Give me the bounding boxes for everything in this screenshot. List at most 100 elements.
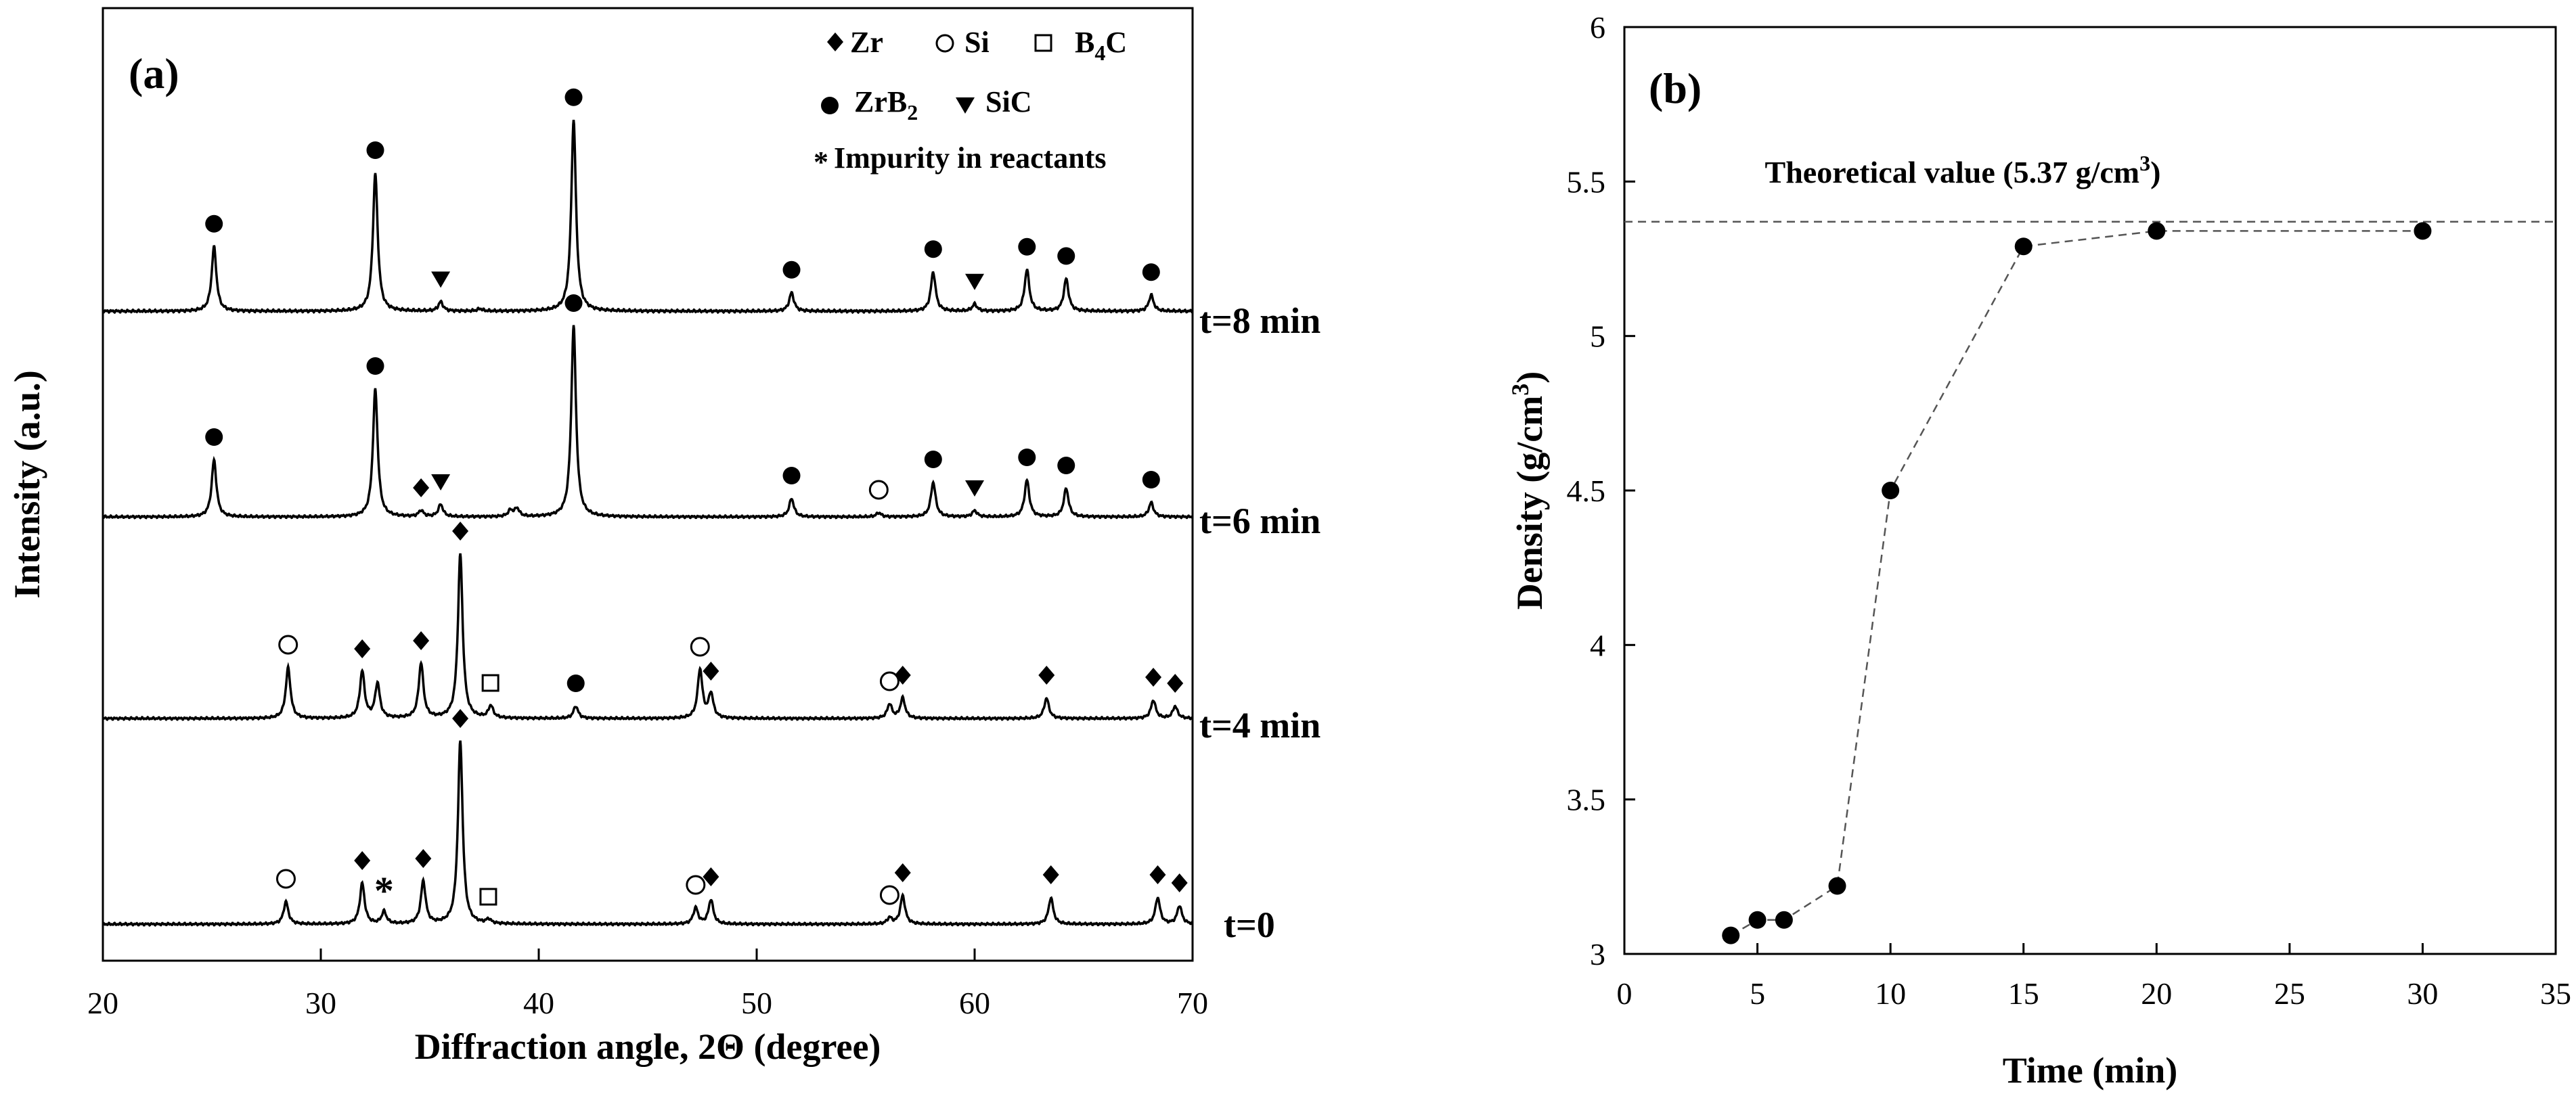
legend-si-label: Si: [964, 26, 990, 59]
marker-diamond: [1167, 674, 1184, 693]
series-label-t-0: t=0: [1224, 905, 1275, 945]
pattern-t-6-min: t=6 min: [102, 294, 1320, 541]
marker-filled-circle: [366, 141, 384, 159]
marker-open-circle: [879, 671, 900, 691]
xrd-line-t-0: [102, 740, 1193, 927]
legend-zrb2: ZrB2: [821, 85, 918, 124]
density-point: [2148, 222, 2166, 240]
marker-diamond: [1145, 668, 1162, 687]
marker-diamond: [1038, 666, 1055, 685]
density-point: [1882, 482, 1900, 499]
xrd-line-t-6-min: [102, 325, 1193, 520]
y-tick-label: 3: [1590, 937, 1605, 972]
density-point: [1722, 926, 1740, 944]
marker-open-circle: [686, 875, 706, 895]
marker-diamond: [1149, 865, 1166, 884]
x-tick-label: 30: [2407, 976, 2438, 1011]
marker-diamond: [894, 863, 911, 882]
x-tick-label: 10: [1875, 976, 1906, 1011]
x-tick-label: 25: [2274, 976, 2305, 1011]
marker-open-circle: [278, 635, 298, 655]
panel-a-y-axis-title: Intensity (a.u.): [7, 370, 47, 599]
panel-a-legend: Zr Si B4C ZrB2 SiC * Impurity in reactan…: [814, 26, 1127, 179]
density-point: [2414, 222, 2432, 240]
marker-filled-circle: [1057, 247, 1075, 265]
panel-a-label: (a): [129, 49, 179, 97]
marker-filled-circle: [1018, 449, 1036, 466]
series-label-t-6-min: t=6 min: [1199, 501, 1320, 541]
marker-filled-circle: [564, 88, 583, 106]
legend-impurity: * Impurity in reactants: [814, 141, 1107, 179]
legend-impurity-symbol: *: [814, 145, 828, 179]
legend-zr: Zr: [827, 26, 883, 59]
y-tick-label: 5: [1590, 319, 1605, 354]
marker-diamond: [452, 522, 469, 541]
density-point: [1828, 877, 1846, 895]
xrd-line-t-4-min: [102, 553, 1193, 721]
theoretical-value-label: Theoretical value (5.37 g/cm3): [1765, 151, 2161, 189]
x-tick-label: 40: [523, 986, 554, 1020]
legend-sic-label: SiC: [985, 85, 1031, 118]
x-tick-label: 50: [741, 986, 772, 1020]
panel-a-x-axis: 20 30 40 50 60 70: [87, 949, 1208, 1020]
xrd-line-t-8-min: [102, 120, 1193, 315]
marker-filled-circle: [1142, 263, 1160, 281]
x-tick-label: 35: [2540, 976, 2571, 1011]
series-label-t-4-min: t=4 min: [1199, 705, 1320, 746]
panel-b-y-axis-title: Density (g/cm3): [1507, 371, 1550, 610]
marker-open-circle: [879, 885, 900, 905]
density-point: [1775, 911, 1793, 929]
density-points: [1722, 222, 2432, 944]
marker-open-square: [479, 888, 497, 906]
marker-diamond: [354, 639, 371, 658]
y-tick-label: 4.5: [1567, 474, 1606, 508]
marker-diamond: [894, 666, 911, 685]
marker-open-circle: [275, 869, 296, 889]
x-tick-label: 15: [2008, 976, 2039, 1011]
marker-diamond: [415, 849, 432, 868]
panel-a-frame: [102, 7, 1194, 962]
marker-down-triangle: [965, 480, 984, 497]
legend-impurity-label: Impurity in reactants: [834, 141, 1107, 175]
marker-filled-circle: [205, 428, 223, 446]
panel-a-x-axis-title: Diffraction angle, 2Θ (degree): [415, 1026, 881, 1067]
marker-diamond: [703, 662, 719, 681]
panel-b-x-axis-title: Time (min): [2003, 1050, 2177, 1091]
legend-zr-label: Zr: [850, 26, 883, 59]
panel-b-label: (b): [1649, 64, 1702, 112]
density-trend-line: [1730, 230, 2423, 936]
series-label-t-8-min: t=8 min: [1199, 300, 1320, 341]
marker-diamond: [1042, 865, 1059, 884]
x-tick-label: 70: [1177, 986, 1208, 1020]
marker-open-square: [481, 674, 499, 692]
marker-diamond: [703, 867, 719, 886]
panel-b: (b) 0 5 10 15 20 25 30 35 3 3.5 4 4.5 5 5.5 6 Theoret…: [1507, 10, 2571, 1091]
marker-diamond: [354, 851, 371, 870]
pattern-t-0: * t=0: [102, 709, 1275, 945]
x-tick-label: 5: [1750, 976, 1765, 1011]
panel-a-series: t=8 min t=6 min t=4 min * t=0: [102, 88, 1320, 945]
marker-diamond: [452, 709, 469, 728]
y-tick-label: 4: [1590, 628, 1605, 662]
marker-filled-circle: [564, 294, 583, 312]
marker-filled-circle: [366, 357, 384, 375]
marker-filled-circle: [1018, 237, 1036, 256]
marker-filled-circle: [205, 214, 223, 233]
x-tick-label: 20: [87, 986, 118, 1020]
density-point: [2014, 237, 2033, 256]
y-tick-label: 6: [1590, 10, 1605, 45]
marker-down-triangle: [431, 474, 451, 490]
legend-si: Si: [935, 26, 990, 59]
panel-b-y-axis: 3 3.5 4 4.5 5 5.5 6: [1567, 10, 1635, 972]
pattern-t-8-min: t=8 min: [102, 88, 1320, 341]
marker-filled-circle: [782, 260, 801, 279]
y-tick-label: 3.5: [1567, 783, 1606, 817]
marker-filled-circle: [924, 240, 942, 258]
legend-b4c-label: B4C: [1075, 26, 1127, 65]
density-point: [1748, 911, 1767, 929]
legend-b4c: B4C: [1034, 26, 1127, 65]
marker-diamond: [413, 478, 430, 497]
marker-down-triangle: [431, 271, 451, 288]
